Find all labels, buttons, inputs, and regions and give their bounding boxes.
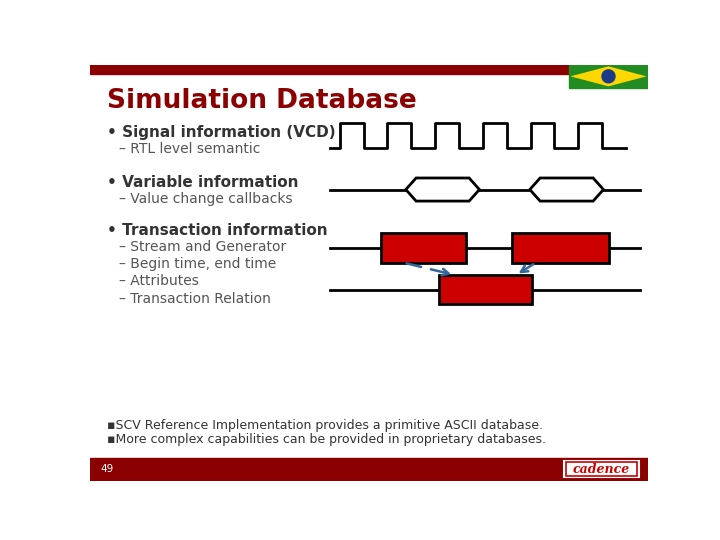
Text: cadence: cadence [573, 463, 630, 476]
Text: ▪SCV Reference Implementation provides a primitive ASCII database.: ▪SCV Reference Implementation provides a… [107, 419, 543, 432]
Bar [381, 233, 466, 262]
Text: • Variable information: • Variable information [107, 175, 299, 190]
Text: ▪More complex capabilities can be provided in proprietary databases.: ▪More complex capabilities can be provid… [107, 433, 546, 446]
Text: – RTL level semantic: – RTL level semantic [120, 142, 261, 156]
Polygon shape [570, 66, 647, 86]
FancyBboxPatch shape [564, 461, 639, 477]
Text: Simulation Database: Simulation Database [107, 88, 417, 114]
Polygon shape [406, 178, 480, 201]
Bar [90, 457, 648, 481]
FancyBboxPatch shape [566, 462, 637, 476]
Bar [569, 65, 648, 88]
Text: • Signal information (VCD): • Signal information (VCD) [107, 125, 336, 140]
Bar [90, 65, 648, 74]
Text: – Transaction Relation: – Transaction Relation [120, 292, 271, 306]
Polygon shape [530, 178, 603, 201]
Text: – Stream and Generator: – Stream and Generator [120, 240, 287, 254]
Text: – Value change callbacks: – Value change callbacks [120, 192, 293, 206]
Circle shape [602, 70, 615, 83]
Bar [513, 233, 609, 262]
Bar [438, 275, 532, 304]
Text: – Begin time, end time: – Begin time, end time [120, 256, 276, 271]
Text: – Attributes: – Attributes [120, 274, 199, 288]
Text: 49: 49 [101, 464, 114, 474]
Text: • Transaction information: • Transaction information [107, 222, 328, 238]
